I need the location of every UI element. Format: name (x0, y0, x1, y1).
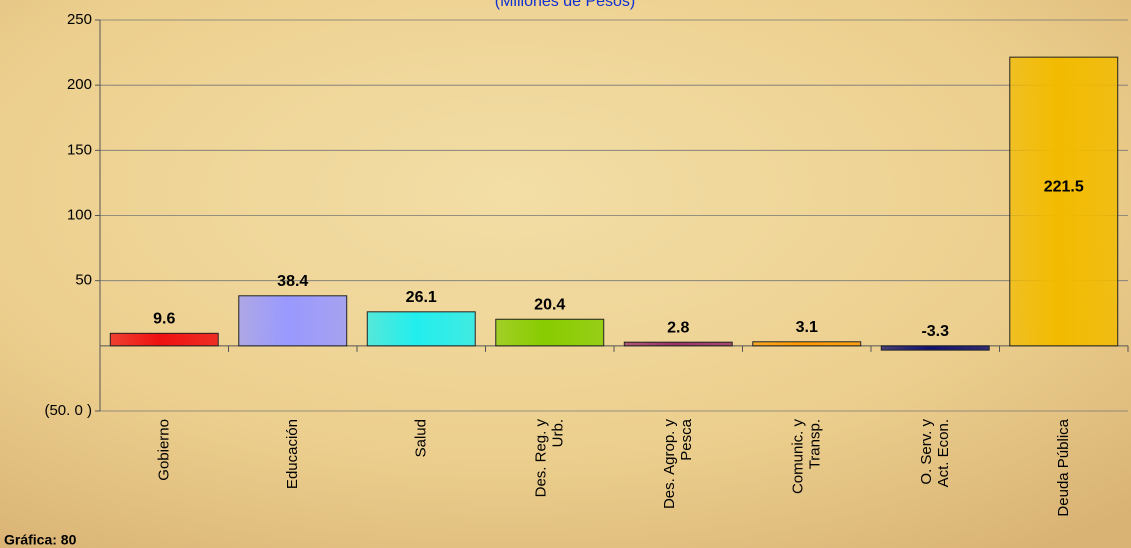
value-label: 9.6 (153, 311, 175, 328)
bar (367, 312, 475, 346)
value-label: -3.3 (921, 323, 949, 340)
value-label: 221.5 (1044, 178, 1084, 195)
x-tick-label: O. Serv. yAct. Econ. (918, 419, 952, 488)
y-tick-label: 100 (67, 206, 92, 223)
value-label: 26.1 (406, 289, 437, 306)
value-label: 38.4 (277, 273, 308, 290)
y-tick-label: 250 (67, 11, 92, 28)
bar (624, 342, 732, 346)
bar (110, 333, 218, 346)
bar (753, 342, 861, 346)
x-tick-label: Educación (284, 419, 301, 489)
value-label: 20.4 (534, 296, 565, 313)
y-tick-label: (50. 0 ) (44, 402, 92, 419)
bar (881, 346, 989, 350)
x-tick-label: Gobierno (155, 419, 172, 481)
chart: (Millones de Pesos) Gráfica: 80 (50. 0 )… (0, 0, 1131, 548)
note: Gráfica: 80 (4, 532, 77, 548)
bar (1010, 57, 1118, 346)
bar (496, 319, 604, 346)
value-label: 3.1 (796, 319, 818, 336)
x-tick-label: Salud (412, 419, 429, 457)
y-tick-label: 50 (75, 272, 92, 289)
value-label: 2.8 (667, 319, 689, 336)
x-tick-label: Deuda Pública (1055, 418, 1072, 516)
chart-subtitle: (Millones de Pesos) (495, 0, 636, 10)
y-tick-label: 150 (67, 141, 92, 158)
y-tick-label: 200 (67, 76, 92, 93)
bar (239, 296, 347, 346)
